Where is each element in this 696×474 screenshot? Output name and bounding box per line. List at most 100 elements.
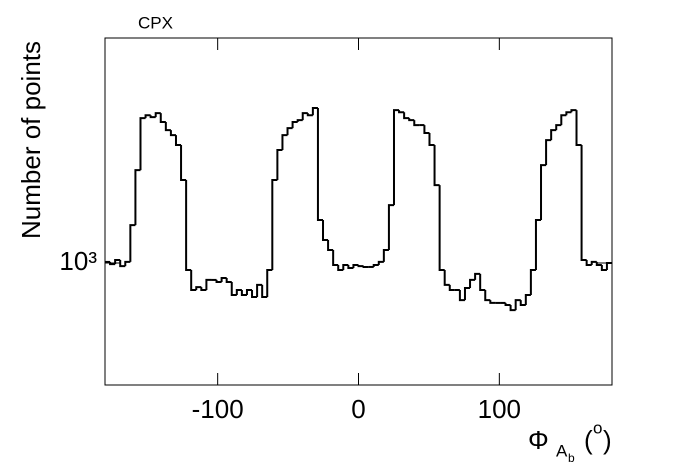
histogram-bin: [524, 293, 531, 306]
histogram-bin: [545, 139, 552, 166]
histogram-bin: [382, 248, 389, 262]
histogram-bin: [134, 169, 141, 226]
histogram-bin: [220, 277, 227, 283]
histogram-bin: [245, 289, 253, 295]
histogram-bin: [215, 279, 222, 284]
x-axis-label: Φ A b ( o ): [528, 418, 612, 465]
histogram-bin: [509, 305, 516, 312]
histogram-bin: [200, 287, 207, 292]
histogram-bin: [347, 264, 354, 270]
histogram-bin: [448, 284, 455, 292]
x-label-symbol: Φ: [528, 425, 549, 455]
histogram-bin: [387, 204, 394, 250]
histogram-bin: [423, 125, 430, 135]
histogram-bin: [154, 112, 161, 118]
histogram-bin: [469, 278, 476, 289]
x-tick-label: -100: [192, 394, 244, 424]
histogram-bin: [392, 109, 400, 206]
histogram-bin: [337, 264, 344, 272]
histogram-bin: [225, 278, 232, 284]
histogram-bin: [519, 300, 526, 307]
histogram-bin: [595, 261, 602, 266]
x-tick-label: 100: [478, 394, 521, 424]
x-label-sub: A: [556, 441, 568, 460]
histogram-bin: [271, 178, 278, 271]
histogram-bin: [377, 260, 384, 265]
histogram-bin: [362, 265, 369, 268]
histogram-bin: [585, 259, 592, 266]
histogram-bin: [474, 272, 481, 280]
histogram-bin: [174, 135, 182, 147]
y-tick-label: 10³: [59, 246, 97, 276]
histogram-bin: [580, 145, 587, 261]
histogram-bin: [534, 219, 542, 271]
histogram-bin: [550, 129, 557, 141]
histogram-bin: [600, 264, 607, 272]
histogram-bin: [190, 270, 197, 292]
histogram-bin: [164, 121, 171, 132]
histogram-bin: [240, 290, 247, 296]
histogram-bin: [560, 114, 567, 126]
histogram-bin: [458, 290, 465, 302]
histogram-bin: [316, 108, 324, 222]
histogram-bin: [413, 120, 420, 127]
histogram-bin: [291, 120, 298, 129]
histogram-bin: [403, 112, 410, 120]
histogram-bin: [159, 113, 166, 123]
histogram-bin: [251, 290, 258, 299]
histogram-bin: [352, 263, 359, 269]
histogram-bin: [261, 284, 268, 299]
histogram-bin: [266, 269, 273, 298]
histogram-bin: [311, 107, 318, 116]
histogram-bin: [570, 109, 577, 113]
histogram-bin: [296, 119, 303, 122]
histogram-bin: [540, 164, 547, 221]
histogram-bin: [205, 278, 212, 291]
histogram-bin: [443, 270, 450, 286]
histogram-bin: [433, 145, 440, 187]
histogram-bin: [529, 269, 536, 295]
histogram-bin: [479, 273, 486, 292]
histogram-bin: [180, 145, 187, 181]
histogram-bin: [357, 264, 364, 268]
x-label-subsub: b: [568, 451, 575, 465]
histogram-bin: [332, 249, 339, 266]
histogram-bin: [195, 286, 202, 291]
y-axis-label: Number of points: [16, 41, 46, 239]
histogram-bin: [301, 112, 308, 121]
histogram-bin: [575, 110, 582, 147]
histogram-bin: [169, 130, 176, 137]
histogram-bin: [514, 299, 521, 311]
x-tick-label: 0: [351, 394, 365, 424]
histogram-bin: [281, 134, 288, 151]
histogram-bin: [327, 239, 334, 251]
histogram-bin: [605, 262, 612, 271]
histogram-bin: [565, 111, 572, 116]
histogram-bin: [398, 110, 405, 114]
histogram-bin: [504, 302, 511, 307]
histogram-bin: [322, 220, 329, 241]
histogram-bin: [590, 260, 597, 265]
histogram-bin: [114, 258, 121, 265]
histogram-bin: [256, 283, 263, 298]
histogram-bin: [109, 261, 116, 266]
histogram-bin: [428, 133, 435, 147]
histogram-bin: [555, 124, 562, 131]
histogram-bin: [372, 263, 379, 267]
histogram-bin: [286, 127, 293, 136]
x-label-open: (: [584, 425, 593, 455]
x-label-unit: o: [593, 418, 602, 437]
histogram-bin: [129, 224, 136, 262]
plot-frame: [104, 37, 613, 386]
chart-title: CPX: [138, 13, 173, 32]
histogram-bin: [276, 149, 283, 180]
histogram-bin: [139, 117, 146, 171]
histogram-bin: [119, 259, 126, 268]
histogram-bin: [124, 260, 131, 267]
histogram-bin: [235, 289, 242, 295]
histogram-bin: [463, 287, 471, 301]
histogram-bin: [144, 114, 151, 119]
histogram-bin: [342, 263, 349, 271]
histogram-bin: [185, 179, 192, 272]
